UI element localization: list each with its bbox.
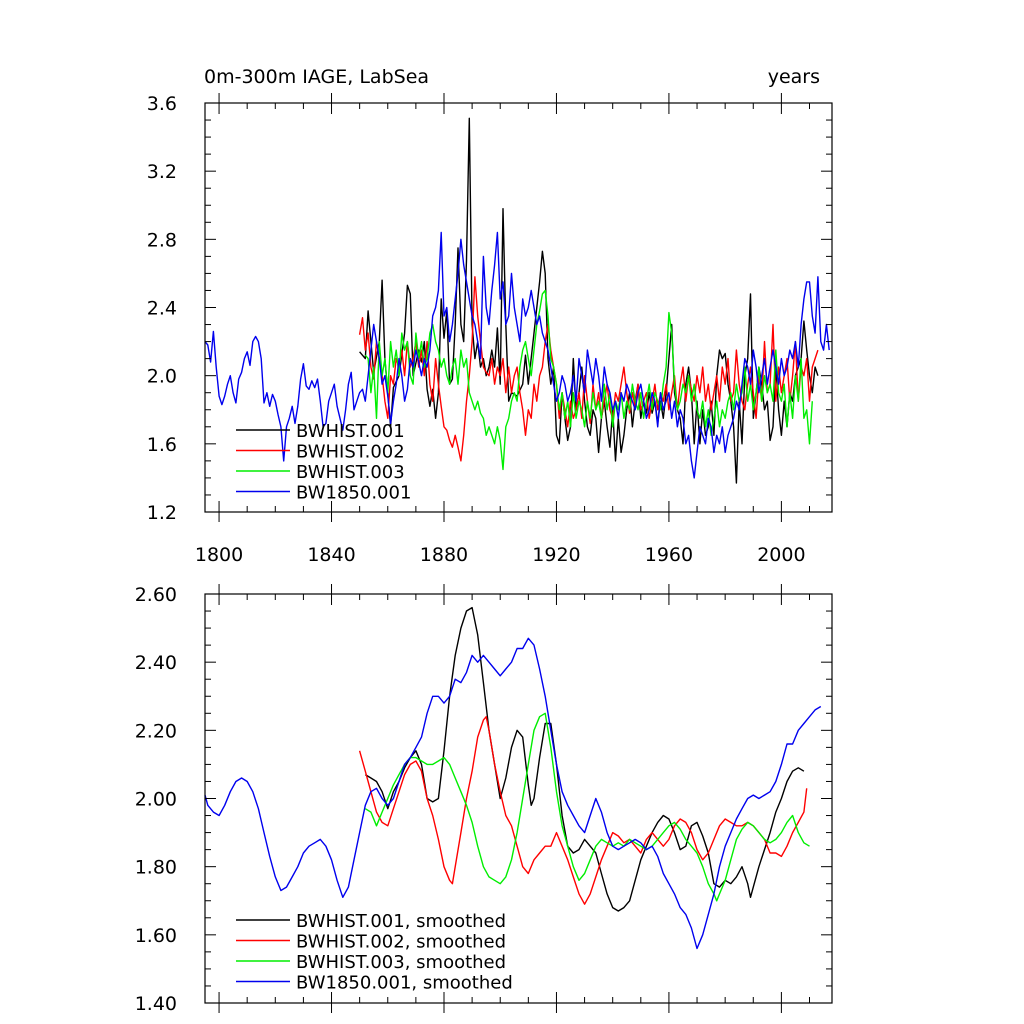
bottom-y-tick-label: 2.40 xyxy=(135,652,177,674)
top-legend-label: BWHIST.001 xyxy=(296,421,405,442)
top-legend-item: BWHIST.002 xyxy=(236,442,405,463)
bottom-y-tick-label: 2.20 xyxy=(135,720,177,742)
bottom-series-line-1 xyxy=(364,606,805,912)
top-series-layer xyxy=(204,117,830,484)
top-y-tick-label: 1.6 xyxy=(147,434,177,456)
bottom-chart-panel: 1.40 1.60 1.80 2.00 2.20 2.40 2.60 BWHIST.001,… xyxy=(135,584,833,1015)
bottom-legend-label: BW1850.001, smoothed xyxy=(296,973,513,994)
bottom-legend-label: BWHIST.001, smoothed xyxy=(296,911,506,932)
bottom-ticks-layer: 1.40 1.60 1.80 2.00 2.20 2.40 2.60 xyxy=(135,584,832,1015)
bottom-y-tick-label: 1.80 xyxy=(135,857,177,879)
bottom-series-line-4 xyxy=(204,637,822,950)
top-chart-title: 0m-300m IAGE, LabSea xyxy=(204,66,429,88)
top-y-tick-label: 2.0 xyxy=(147,366,177,388)
top-chart-panel: 0m-300m IAGE, LabSea years 1.2 1.6 2.0 2.4 2… xyxy=(147,66,833,566)
bottom-y-tick-label: 1.60 xyxy=(135,925,177,947)
top-legend-label: BWHIST.003 xyxy=(296,462,405,483)
top-legend-label: BWHIST.002 xyxy=(296,442,405,463)
top-x-tick-label: 1880 xyxy=(420,544,468,566)
bottom-plot-frame xyxy=(204,593,833,1004)
top-x-tick-label: 1960 xyxy=(645,544,693,566)
bottom-legend-label: BWHIST.003, smoothed xyxy=(296,952,506,973)
top-x-tick-label: 1800 xyxy=(195,544,243,566)
top-x-tick-label: 1840 xyxy=(307,544,355,566)
bottom-legend-item: BWHIST.003, smoothed xyxy=(236,952,506,973)
top-y-tick-label: 2.8 xyxy=(147,229,177,251)
bottom-y-tick-label: 2.60 xyxy=(135,584,177,606)
top-y-tick-label: 2.4 xyxy=(147,298,177,320)
bottom-y-tick-label: 1.40 xyxy=(135,993,177,1015)
top-legend-item: BWHIST.003 xyxy=(236,462,405,483)
top-x-tick-label: 1920 xyxy=(532,544,580,566)
bottom-y-tick-label: 2.00 xyxy=(135,789,177,811)
top-y-tick-label: 1.2 xyxy=(147,502,177,524)
top-chart-title-right: years xyxy=(768,66,820,88)
top-series-line-1 xyxy=(359,117,819,484)
top-plot-frame xyxy=(204,102,833,513)
bottom-legend-label: BWHIST.002, smoothed xyxy=(296,932,506,953)
top-x-tick-label: 2000 xyxy=(757,544,805,566)
top-series-line-2 xyxy=(358,276,819,462)
bottom-series-line-3 xyxy=(364,712,810,902)
top-legend-item: BWHIST.001 xyxy=(236,421,405,442)
bottom-series-line-2 xyxy=(358,716,808,905)
bottom-legend-item: BW1850.001, smoothed xyxy=(236,973,513,994)
top-series-line-3 xyxy=(364,289,813,471)
top-ticks-layer: 1.2 1.6 2.0 2.4 2.8 3.2 3.6 1800 1840 1880 1920 196… xyxy=(147,93,832,566)
top-legend-item: BW1850.001 xyxy=(236,483,411,504)
bottom-series-layer xyxy=(204,606,822,950)
bottom-legend-item: BWHIST.001, smoothed xyxy=(236,911,506,932)
top-legend-label: BW1850.001 xyxy=(296,483,411,504)
bottom-legend-item: BWHIST.002, smoothed xyxy=(236,932,506,953)
top-series-line-4 xyxy=(204,231,830,479)
top-y-tick-label: 3.2 xyxy=(147,161,177,183)
top-y-tick-label: 3.6 xyxy=(147,93,177,115)
